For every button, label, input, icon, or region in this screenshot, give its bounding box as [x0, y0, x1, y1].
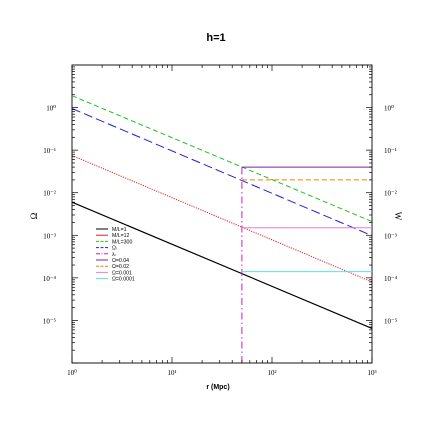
y-axis-right-label: W	[393, 212, 403, 221]
y-tick-label: 10⁻⁴	[43, 275, 57, 283]
y-tick-label: 10⁻²	[43, 190, 56, 198]
x-axis-label: r (Mpc)	[206, 384, 229, 391]
y-tick-label: 10⁰	[46, 105, 56, 113]
y-tick-label: 10⁻¹	[43, 147, 56, 155]
plot-frame	[71, 64, 373, 364]
y-tick-label-right: 10⁻⁴	[384, 275, 398, 283]
series-line-1	[71, 201, 373, 329]
x-tick-label: 10¹	[167, 369, 176, 377]
y-axis-label: Ω	[29, 212, 39, 219]
y-tick-label-right: 10⁻²	[384, 190, 397, 198]
x-tick-label: 10⁰	[67, 369, 77, 377]
legend-label-9: Ω=0.0001	[112, 277, 135, 283]
y-tick-label-right: 10⁻³	[384, 232, 397, 240]
legend-label-4: Ωₗ	[112, 246, 117, 252]
legend-label-6: Ω=0.04	[112, 258, 129, 264]
chart-title: h=1	[206, 32, 225, 44]
legend-label-1: M/L=1	[112, 227, 127, 233]
y-tick-label: 10⁻³	[43, 232, 56, 240]
series-line-2	[71, 154, 373, 283]
legend-label-2: M/L=12	[112, 233, 130, 239]
x-tick-label: 10²	[267, 369, 276, 377]
y-tick-label-right: 10⁰	[384, 105, 394, 113]
legend-label-8: Ω=0.001	[112, 270, 132, 276]
legend-label-7: Ω=0.02	[112, 264, 129, 270]
series-line-4	[71, 108, 373, 237]
y-tick-label-right: 10⁻⁵	[384, 317, 398, 325]
legend-label-3: M/L=300	[112, 239, 132, 245]
y-tick-label: 10⁻⁵	[43, 317, 57, 325]
x-tick-label: 10³	[367, 369, 376, 377]
legend-label-5: λₗ	[112, 252, 116, 258]
y-tick-label-right: 10⁻¹	[384, 147, 397, 155]
series-line-3	[71, 95, 373, 223]
